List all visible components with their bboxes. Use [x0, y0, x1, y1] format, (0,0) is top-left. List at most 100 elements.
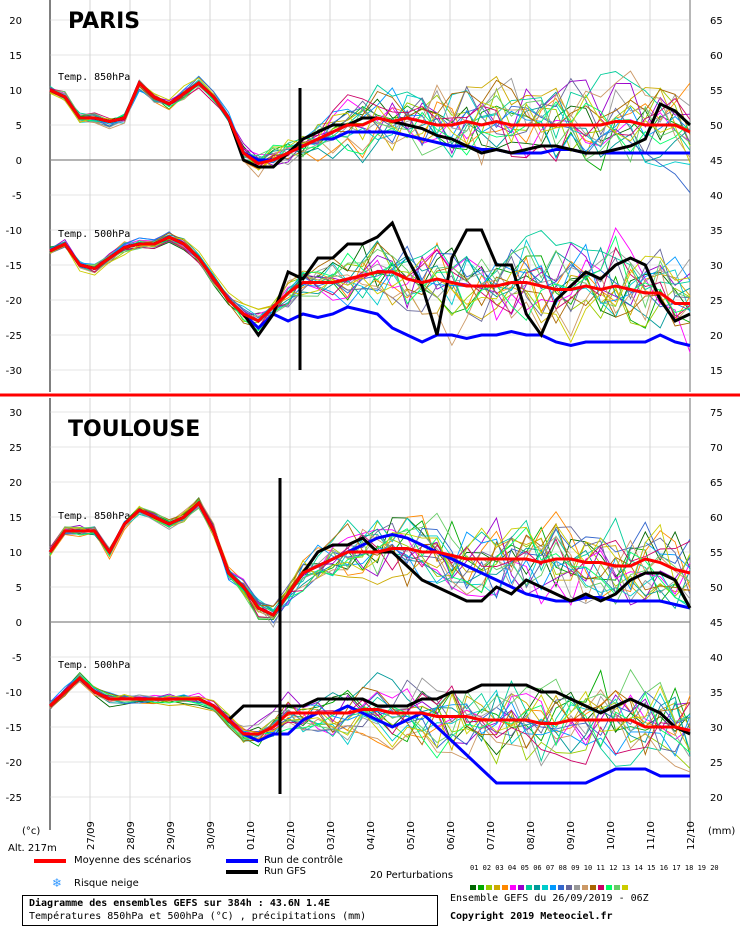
- perturbation-line: [49, 678, 691, 747]
- perturbation-color-strip: [470, 875, 630, 894]
- perturbation-swatch: [606, 885, 612, 890]
- right-tick-label: 55: [710, 548, 723, 559]
- legend-gfs-swatch: [226, 870, 258, 874]
- left-tick-label: 15: [9, 51, 22, 62]
- left-tick-label: 20: [9, 478, 22, 489]
- right-tick-label: 50: [710, 121, 723, 132]
- legend-control-swatch: [226, 859, 258, 863]
- date-label: 06/10: [446, 821, 457, 850]
- legend-mean-label: Moyenne des scénarios: [74, 855, 192, 866]
- perturbation-swatch: [566, 885, 572, 890]
- perturbation-swatch: [574, 885, 580, 890]
- right-unit-label: (mm): [708, 826, 735, 837]
- left-tick-label: 0: [16, 618, 22, 629]
- left-tick-label: 5: [16, 121, 22, 132]
- perturbation-line: [49, 236, 691, 344]
- t500-label: Temp. 500hPa: [58, 229, 130, 240]
- right-tick-label: 20: [710, 793, 723, 804]
- perturbation-line: [49, 500, 691, 618]
- altitude-label: Alt. 217m: [8, 843, 57, 854]
- left-tick-label: 0: [16, 156, 22, 167]
- date-label: 28/09: [126, 821, 137, 850]
- t850-label: Temp. 850hPa: [58, 72, 130, 83]
- perturbation-swatch: [494, 885, 500, 890]
- right-tick-label: 35: [710, 688, 723, 699]
- date-label: 09/10: [566, 821, 577, 850]
- perturbation-line: [49, 676, 691, 749]
- perturbation-swatch: [598, 885, 604, 890]
- left-tick-label: 10: [9, 548, 22, 559]
- perturbation-line: [49, 70, 691, 178]
- perturbation-swatch: [534, 885, 540, 890]
- perturbation-swatch: [614, 885, 620, 890]
- perturbation-line: [49, 232, 691, 328]
- right-tick-label: 60: [710, 51, 723, 62]
- date-label: 11/10: [646, 821, 657, 850]
- right-tick-label: 40: [710, 653, 723, 664]
- date-label: 05/10: [406, 821, 417, 850]
- left-tick-label: 10: [9, 86, 22, 97]
- left-tick-label: -15: [6, 261, 22, 272]
- perturbation-swatch: [622, 885, 628, 890]
- date-label: 30/09: [206, 821, 217, 850]
- left-tick-label: -10: [6, 688, 22, 699]
- legend-gfs-label: Run GFS: [264, 866, 307, 877]
- t500-label: Temp. 500hPa: [58, 660, 130, 671]
- perturbation-swatch: [486, 885, 492, 890]
- mean-500: [49, 235, 690, 323]
- perturbation-swatch: [518, 885, 524, 890]
- perturbation-line: [49, 77, 691, 166]
- date-label: 29/09: [166, 821, 177, 850]
- right-tick-label: 20: [710, 331, 723, 342]
- right-tick-label: 30: [710, 261, 723, 272]
- left-tick-label: -20: [6, 296, 22, 307]
- left-tick-label: -25: [6, 793, 22, 804]
- legend-snow-label: Risque neige: [74, 878, 139, 889]
- left-tick-label: -10: [6, 226, 22, 237]
- perturbation-numbers: 01 02 03 04 05 06 07 08 09 10 11 12 13 1…: [470, 864, 719, 872]
- date-label: 01/10: [246, 821, 257, 850]
- perturbation-swatch: [478, 885, 484, 890]
- right-tick-label: 65: [710, 16, 723, 27]
- date-label: 08/10: [526, 821, 537, 850]
- left-tick-label: 5: [16, 583, 22, 594]
- footer-title: Diagramme des ensembles GEFS sur 384h : …: [29, 898, 331, 909]
- perturbation-swatch: [526, 885, 532, 890]
- perturbation-line: [49, 84, 691, 164]
- left-tick-label: 30: [9, 408, 22, 419]
- date-label: 02/10: [286, 821, 297, 850]
- right-tick-label: 25: [710, 296, 723, 307]
- snowflake-icon: ❄: [52, 876, 63, 890]
- perturbation-line: [49, 76, 691, 161]
- mean-850: [48, 500, 691, 617]
- mean-850: [49, 80, 691, 166]
- right-tick-label: 45: [710, 618, 723, 629]
- perturbations-label: 20 Perturbations: [370, 870, 454, 881]
- perturbation-line: [49, 236, 691, 321]
- perturbation-swatch: [590, 885, 596, 890]
- left-tick-label: 25: [9, 443, 22, 454]
- right-tick-label: 30: [710, 723, 723, 734]
- right-tick-label: 50: [710, 583, 723, 594]
- left-tick-label: 20: [9, 16, 22, 27]
- right-tick-label: 70: [710, 443, 723, 454]
- date-label: 07/10: [486, 821, 497, 850]
- perturbation-line: [49, 506, 691, 619]
- left-tick-label: -20: [6, 758, 22, 769]
- right-tick-label: 15: [710, 366, 723, 377]
- t850-label: Temp. 850hPa: [58, 511, 130, 522]
- perturbation-swatch: [558, 885, 564, 890]
- left-tick-label: -5: [12, 653, 22, 664]
- city-title: PARIS: [68, 9, 140, 34]
- right-tick-label: 40: [710, 191, 723, 202]
- right-tick-label: 35: [710, 226, 723, 237]
- date-label: 27/09: [86, 821, 97, 850]
- city-title: TOULOUSE: [68, 417, 200, 442]
- footer-subtitle: Températures 850hPa et 500hPa (°C) , pré…: [29, 911, 367, 922]
- footer-run: Ensemble GEFS du 26/09/2019 - 06Z: [450, 893, 649, 904]
- perturbation-swatch: [550, 885, 556, 890]
- legend-mean-swatch: [34, 859, 66, 863]
- left-tick-label: -5: [12, 191, 22, 202]
- left-tick-label: -25: [6, 331, 22, 342]
